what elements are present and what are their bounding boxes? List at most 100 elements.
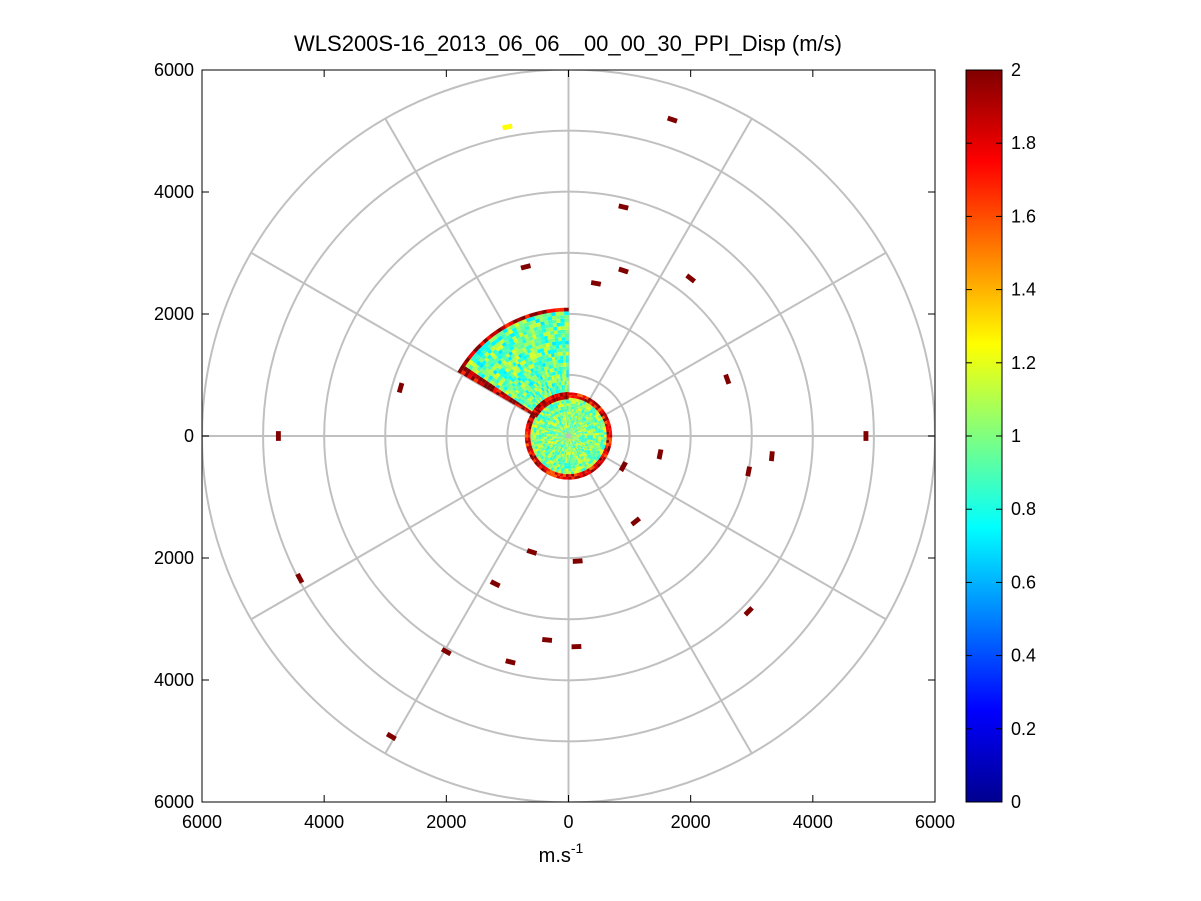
sector-cell xyxy=(562,355,566,360)
near-field-cell xyxy=(576,472,580,477)
near-field-cell xyxy=(577,428,581,431)
near-field-cell xyxy=(565,425,567,429)
near-field-cell xyxy=(552,452,556,456)
near-field-cell xyxy=(561,465,565,469)
sector-cell xyxy=(556,367,560,372)
near-field-cell xyxy=(571,425,573,429)
sector-cell xyxy=(559,311,565,316)
near-field-cell xyxy=(573,450,577,454)
near-field-cell xyxy=(552,468,557,472)
near-field-cell xyxy=(545,460,550,465)
sector-cell xyxy=(563,370,567,374)
sector-cell xyxy=(550,395,554,400)
near-field-cell xyxy=(558,452,561,456)
near-field-cell xyxy=(597,428,601,431)
near-field-cell xyxy=(569,425,571,429)
sector-cell xyxy=(547,334,552,340)
near-field-cell xyxy=(591,419,595,423)
near-field-cell xyxy=(606,437,610,441)
sector-cell xyxy=(503,374,508,380)
near-field-cell xyxy=(552,434,556,436)
near-field-cell xyxy=(563,434,567,436)
near-field-cell xyxy=(528,416,532,421)
sector-cell xyxy=(534,370,539,375)
near-field-cell xyxy=(590,449,595,453)
near-field-cell xyxy=(576,419,579,423)
x-tick-label: 6000 xyxy=(915,812,955,832)
near-field-cell xyxy=(570,443,572,447)
near-field-cell xyxy=(572,426,575,430)
sector-cell xyxy=(524,402,529,406)
near-field-cell xyxy=(563,436,567,438)
sector-cell xyxy=(564,318,569,323)
near-field-cell xyxy=(571,454,574,458)
near-field-cell xyxy=(561,441,564,445)
near-field-cell xyxy=(547,455,552,459)
sector-cell xyxy=(545,365,550,370)
near-field-cell xyxy=(560,428,564,431)
near-field-cell xyxy=(593,459,597,464)
near-field-cell xyxy=(569,428,571,432)
near-field-cell xyxy=(578,425,582,428)
near-field-cell xyxy=(583,404,588,409)
near-field-cell xyxy=(572,439,575,442)
return-patch xyxy=(723,373,732,385)
sector-cell xyxy=(559,351,564,356)
sector-cell xyxy=(561,329,566,334)
sector-cell xyxy=(537,310,543,316)
sector-cell xyxy=(513,338,519,344)
sector-cell xyxy=(508,398,513,404)
near-field-cell xyxy=(565,431,568,435)
near-field-cell xyxy=(559,450,562,454)
near-field-cell xyxy=(552,455,556,460)
near-field-cell xyxy=(571,411,574,415)
near-field-cell xyxy=(556,424,560,428)
sector-cell xyxy=(553,330,558,335)
sector-cell xyxy=(497,381,503,387)
sector-cell xyxy=(516,337,523,343)
sector-cell xyxy=(557,326,562,331)
near-field-cell xyxy=(568,468,571,472)
near-field-cell xyxy=(555,436,558,438)
sector-cell xyxy=(510,394,516,400)
near-field-cell xyxy=(587,423,591,427)
sector-cell xyxy=(560,359,564,364)
sector-cell xyxy=(519,323,525,329)
sector-cell xyxy=(507,370,513,376)
sector-cell xyxy=(550,334,555,339)
sector-cell xyxy=(513,322,520,328)
near-field-cell xyxy=(566,449,568,453)
sector-cell xyxy=(558,366,562,371)
sector-cell xyxy=(467,353,474,360)
sector-cell xyxy=(546,357,551,363)
near-field-cell xyxy=(588,420,593,424)
near-field-cell xyxy=(589,430,593,433)
near-field-cell xyxy=(571,457,574,461)
sector-cell xyxy=(533,326,539,332)
near-field-cell xyxy=(586,429,590,432)
near-field-cell xyxy=(573,434,577,436)
near-field-cell xyxy=(570,400,574,404)
sector-cell xyxy=(509,390,514,396)
sector-cell xyxy=(515,389,520,394)
sector-cell xyxy=(539,384,543,389)
near-field-cell xyxy=(552,420,556,424)
sector-cell xyxy=(557,370,560,375)
near-field-cell xyxy=(527,439,531,444)
near-field-cell xyxy=(587,470,592,475)
sector-cell xyxy=(555,315,561,320)
sector-cell xyxy=(549,391,553,396)
near-field-cell xyxy=(572,431,576,434)
sector-cell xyxy=(521,388,526,393)
near-field-cell xyxy=(562,429,566,433)
sector-cell xyxy=(470,355,476,362)
near-field-cell xyxy=(556,444,560,448)
near-field-cell xyxy=(530,437,534,440)
near-field-cell xyxy=(577,452,580,456)
near-field-cell xyxy=(571,423,574,426)
sector-cell xyxy=(548,364,552,370)
near-field-cell xyxy=(569,443,570,447)
near-field-cell xyxy=(559,425,563,428)
near-field-cell xyxy=(555,431,559,434)
near-field-cell xyxy=(587,419,592,423)
